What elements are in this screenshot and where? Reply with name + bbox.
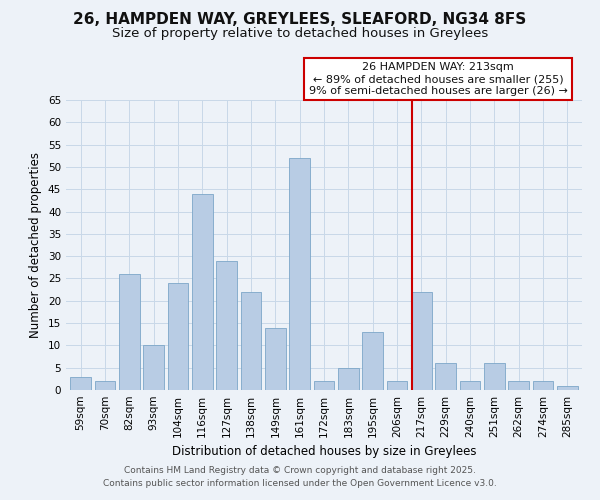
Bar (386, 381, 407, 390)
Bar (143, 346, 164, 390)
Bar (265, 328, 286, 390)
Y-axis label: Number of detached properties: Number of detached properties (29, 152, 43, 338)
Bar (192, 194, 212, 390)
Text: Size of property relative to detached houses in Greylees: Size of property relative to detached ho… (112, 28, 488, 40)
Bar (362, 332, 383, 390)
Bar (533, 381, 553, 390)
Bar (338, 368, 359, 390)
Bar (411, 292, 432, 390)
Bar (119, 274, 140, 390)
Bar (70, 376, 91, 390)
Bar (95, 381, 115, 390)
Bar (460, 381, 481, 390)
Bar (557, 386, 578, 390)
Text: 26 HAMPDEN WAY: 213sqm
← 89% of detached houses are smaller (255)
9% of semi-det: 26 HAMPDEN WAY: 213sqm ← 89% of detached… (308, 62, 568, 96)
Bar (508, 381, 529, 390)
Bar (314, 381, 334, 390)
Bar (241, 292, 262, 390)
Bar (216, 260, 237, 390)
Bar (167, 283, 188, 390)
Text: 26, HAMPDEN WAY, GREYLEES, SLEAFORD, NG34 8FS: 26, HAMPDEN WAY, GREYLEES, SLEAFORD, NG3… (73, 12, 527, 28)
Text: Contains HM Land Registry data © Crown copyright and database right 2025.
Contai: Contains HM Land Registry data © Crown c… (103, 466, 497, 487)
Bar (436, 363, 456, 390)
Bar (289, 158, 310, 390)
Bar (484, 363, 505, 390)
X-axis label: Distribution of detached houses by size in Greylees: Distribution of detached houses by size … (172, 446, 476, 458)
